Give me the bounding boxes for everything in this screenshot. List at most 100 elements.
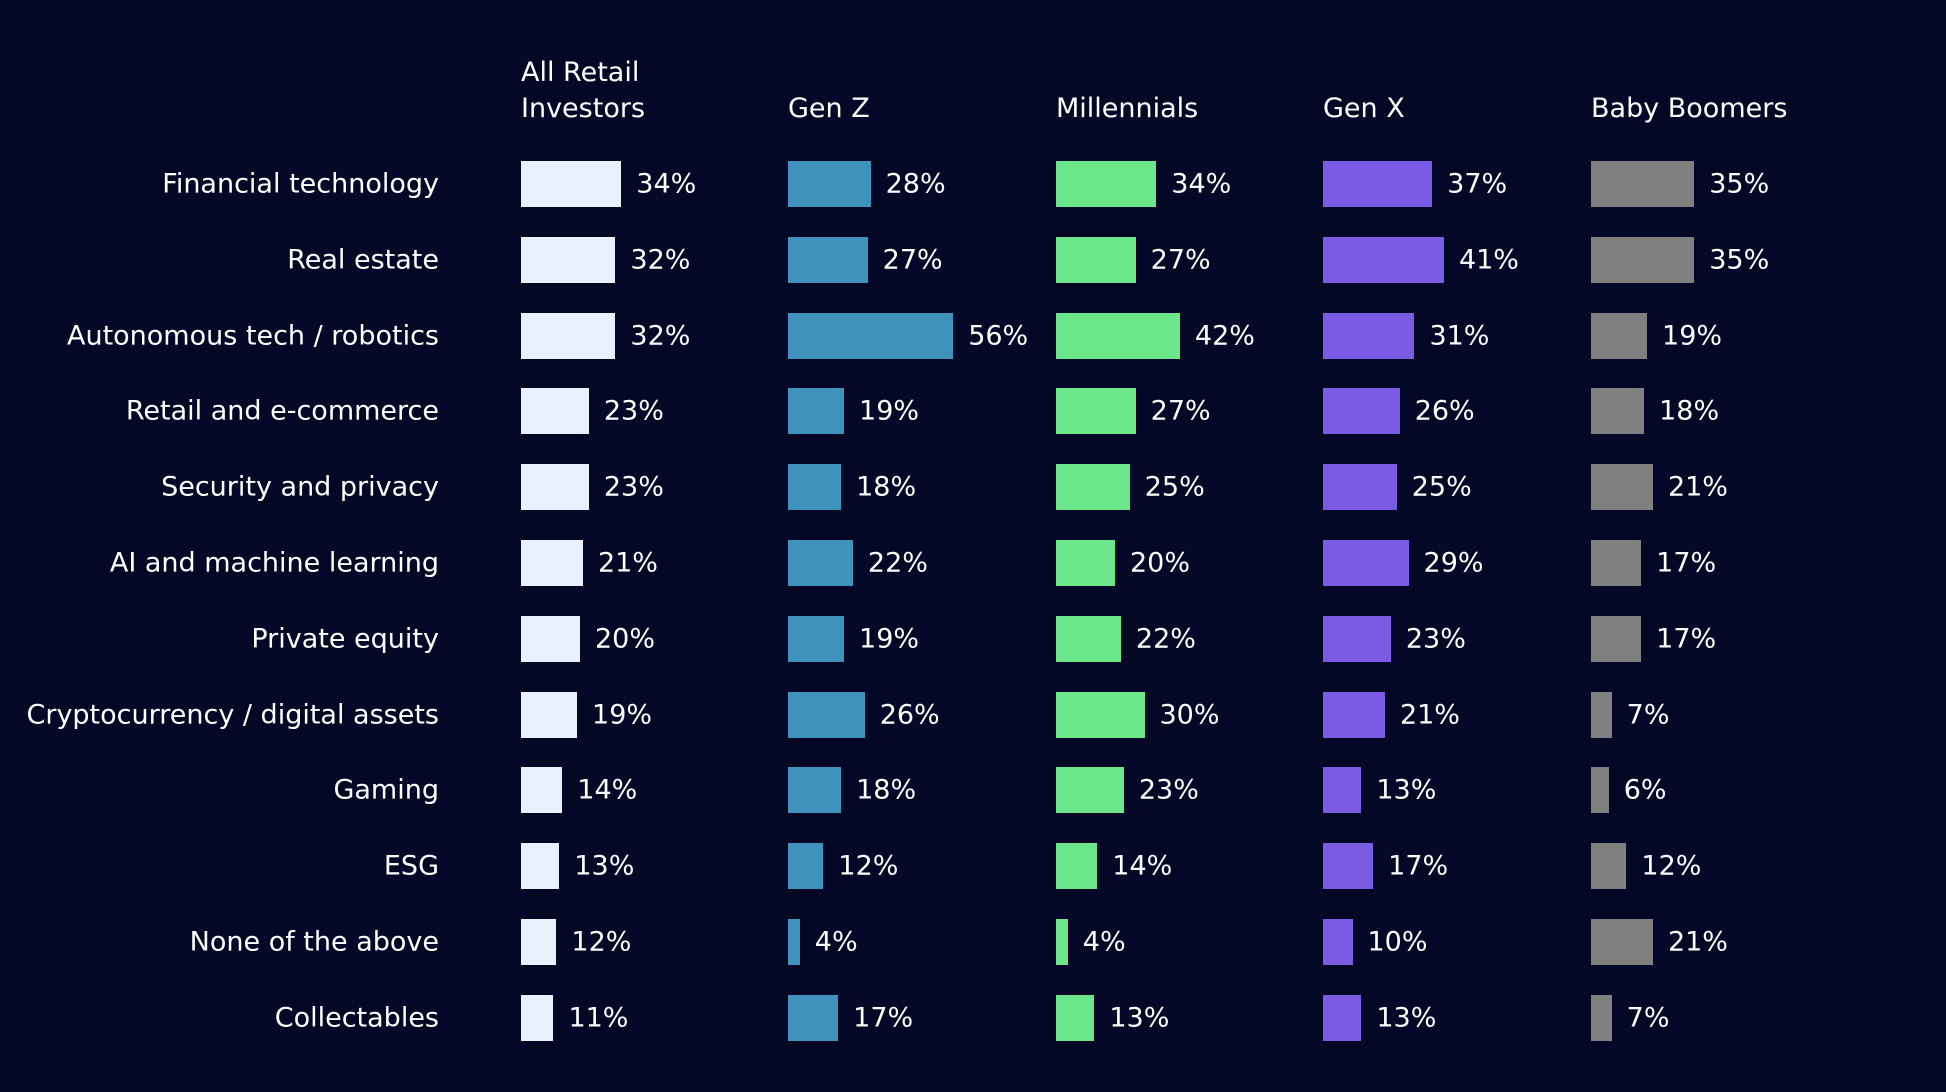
value-label: 27% [882, 244, 943, 276]
value-label: 12% [571, 926, 632, 958]
value-label: 19% [859, 395, 920, 427]
series-header: Millennials [1056, 93, 1199, 124]
value-label: 30% [1159, 699, 1220, 731]
category-label: AI and machine learning [109, 547, 439, 579]
value-label: 18% [856, 471, 917, 503]
series-header: Gen Z [788, 93, 870, 124]
value-label: 34% [1171, 168, 1232, 200]
bar [1323, 161, 1433, 207]
value-label: 26% [879, 699, 940, 731]
bar [1056, 615, 1121, 662]
bar [521, 464, 589, 511]
category-label: Gaming [333, 774, 439, 806]
value-label: 11% [568, 1002, 629, 1034]
bar [521, 919, 557, 965]
bar [1056, 843, 1098, 890]
bar [788, 161, 871, 207]
bar [1591, 615, 1642, 662]
bar [788, 767, 842, 814]
bar [1591, 236, 1695, 283]
value-label: 13% [1376, 1002, 1437, 1034]
bar [1591, 994, 1612, 1041]
bar [1591, 312, 1648, 359]
value-label: 14% [577, 774, 638, 806]
value-label: 32% [630, 320, 691, 352]
value-label: 29% [1423, 547, 1484, 579]
value-label: 17% [1388, 850, 1449, 882]
category-label: Real estate [287, 244, 439, 276]
value-label: 12% [1641, 850, 1702, 882]
bar [1323, 236, 1444, 283]
category-label: Collectables [274, 1002, 439, 1034]
bar [1591, 691, 1612, 738]
value-label: 23% [603, 395, 664, 427]
value-label: 23% [1405, 623, 1466, 655]
value-label: 19% [1662, 320, 1723, 352]
category-label: Security and privacy [161, 471, 439, 503]
value-label: 27% [1150, 244, 1211, 276]
bar [521, 236, 616, 283]
bar [1591, 843, 1627, 890]
bar [1591, 540, 1642, 586]
category-label: ESG [383, 850, 439, 882]
value-label: 25% [1144, 471, 1205, 503]
value-label: 21% [1667, 926, 1728, 958]
value-label: 19% [592, 699, 653, 731]
bar [788, 312, 954, 359]
bar [521, 767, 563, 814]
bar [1056, 312, 1180, 359]
value-label: 20% [1130, 547, 1191, 579]
value-label: 21% [1399, 699, 1460, 731]
bar [1323, 312, 1415, 359]
bar [788, 540, 853, 586]
value-label: 22% [1135, 623, 1196, 655]
value-label: 41% [1458, 244, 1519, 276]
bar [788, 388, 845, 435]
bar [788, 994, 839, 1041]
bar [1591, 388, 1645, 435]
value-label: 18% [856, 774, 917, 806]
value-label: 21% [597, 547, 658, 579]
bar [1323, 919, 1353, 965]
bar [788, 236, 868, 283]
series-header: Baby Boomers [1591, 93, 1788, 124]
category-label: Autonomous tech / robotics [66, 320, 439, 352]
bar [1056, 540, 1115, 586]
bar [1056, 161, 1157, 207]
value-label: 42% [1194, 320, 1255, 352]
value-label: 13% [574, 850, 635, 882]
bar [1056, 691, 1145, 738]
value-label: 23% [603, 471, 664, 503]
value-label: 27% [1150, 395, 1211, 427]
bar [788, 615, 845, 662]
value-label: 34% [636, 168, 697, 200]
value-label: 14% [1112, 850, 1173, 882]
bar [521, 388, 589, 435]
bar [521, 312, 616, 359]
value-label: 20% [595, 623, 656, 655]
value-label: 6% [1623, 774, 1667, 806]
value-label: 12% [838, 850, 899, 882]
bar [1056, 767, 1124, 814]
value-label: 21% [1667, 471, 1728, 503]
value-label: 18% [1659, 395, 1720, 427]
bar [1591, 919, 1653, 965]
bar [1323, 994, 1362, 1041]
value-label: 10% [1367, 926, 1428, 958]
bar [521, 161, 622, 207]
bar [1323, 388, 1400, 435]
bar [521, 994, 554, 1041]
bar [1591, 464, 1653, 511]
value-label: 25% [1411, 471, 1472, 503]
bar [1591, 767, 1609, 814]
value-label: 31% [1429, 320, 1490, 352]
value-label: 37% [1447, 168, 1508, 200]
value-label: 7% [1626, 699, 1670, 731]
value-label: 26% [1414, 395, 1475, 427]
value-label: 23% [1138, 774, 1199, 806]
value-label: 17% [1656, 547, 1717, 579]
bar [788, 843, 824, 890]
category-label: Financial technology [162, 168, 439, 200]
series-header: All Retail Investors [521, 57, 646, 124]
bar [1056, 919, 1068, 965]
